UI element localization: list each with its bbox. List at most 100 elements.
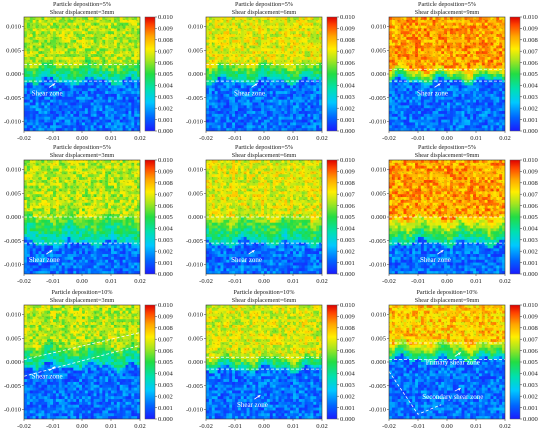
colorbar-tick-label: 0.007 — [340, 48, 356, 55]
colorbar-tick-label: 0.005 — [340, 71, 356, 78]
heatmap-panel-2: Particle deposition=5%Shear displacement… — [186, 1, 356, 142]
x-tick-label: 0.02 — [316, 278, 328, 285]
y-tick-label: 0.005 — [371, 335, 387, 342]
x-tick-label: -0.02 — [17, 423, 31, 430]
y-tick-label: 0.000 — [188, 359, 204, 366]
colorbar-tick-label: 0.009 — [158, 314, 174, 321]
colorbar-tick-label: 0.005 — [523, 71, 539, 78]
colorbar — [509, 16, 521, 132]
panel-title: Particle deposition=10% — [416, 289, 477, 296]
colorbar — [144, 304, 156, 420]
colorbar-tick-label: 0.002 — [340, 248, 355, 255]
colorbar-tick-label: 0.010 — [523, 157, 539, 164]
colorbar-tick-label: 0.006 — [340, 60, 356, 67]
y-tick-label: 0.010 — [6, 312, 22, 319]
colorbar-tick-label: 0.008 — [340, 180, 356, 187]
panel-subtitle: Shear displacement=6mm — [232, 152, 297, 159]
y-tick-label: -0.010 — [4, 407, 22, 414]
colorbar-tick-label: 0.005 — [158, 359, 174, 366]
colorbar-tick-label: 0.007 — [158, 48, 174, 55]
x-tick-label: 0.01 — [105, 135, 117, 142]
heatmap-panel-1: Particle deposition=5%Shear displacement… — [4, 1, 174, 142]
heatmap-panel-8: Particle deposition=10%Shear displacemen… — [186, 289, 356, 430]
y-tick-label: 0.005 — [371, 190, 387, 197]
panel-subtitle: Shear displacement=9mm — [415, 152, 480, 159]
panel-title: Particle deposition=5% — [235, 1, 293, 8]
y-tick-label: 0.010 — [6, 167, 22, 174]
colorbar-tick-label: 0.003 — [340, 237, 356, 244]
x-tick-label: -0.02 — [382, 278, 396, 285]
colorbar-tick-label: 0.006 — [340, 203, 356, 210]
colorbar-tick-label: 0.000 — [340, 128, 356, 135]
y-tick-label: 0.000 — [371, 214, 387, 221]
x-tick-label: 0.01 — [105, 423, 117, 430]
x-tick-label: 0.02 — [134, 278, 146, 285]
heatmap-field — [206, 160, 322, 274]
y-tick-label: -0.005 — [4, 238, 22, 245]
y-tick-label: 0.010 — [6, 24, 22, 31]
y-tick-label: 0.000 — [6, 71, 22, 78]
colorbar-tick-label: 0.009 — [340, 314, 356, 321]
colorbar-tick-label: 0.000 — [158, 128, 174, 135]
y-tick-label: 0.010 — [188, 312, 204, 319]
colorbar-tick-label: 0.004 — [158, 83, 174, 90]
colorbar-tick-label: 0.010 — [523, 302, 539, 309]
colorbar-tick-label: 0.001 — [523, 405, 538, 412]
colorbar-tick-label: 0.004 — [340, 83, 356, 90]
colorbar-tick-label: 0.002 — [158, 248, 173, 255]
y-tick-label: -0.005 — [369, 95, 387, 102]
panel-subtitle: Shear displacement=9mm — [415, 9, 480, 16]
colorbar-tick-label: 0.004 — [340, 226, 356, 233]
colorbar-tick-label: 0.009 — [523, 314, 539, 321]
colorbar-tick-label: 0.010 — [340, 302, 356, 309]
shear-zone-boundary — [389, 371, 442, 415]
x-tick-label: 0.01 — [287, 423, 299, 430]
colorbar-tick-label: 0.005 — [158, 214, 174, 221]
y-tick-label: -0.005 — [369, 383, 387, 390]
colorbar-tick-label: 0.003 — [523, 94, 539, 101]
colorbar-tick-label: 0.000 — [523, 128, 539, 135]
y-tick-label: 0.005 — [371, 47, 387, 54]
panel-title: Particle deposition=5% — [418, 1, 476, 8]
colorbar-tick-label: 0.002 — [158, 105, 173, 112]
x-tick-label: -0.01 — [46, 423, 60, 430]
x-tick-label: 0.01 — [287, 135, 299, 142]
heatmap-field — [389, 17, 505, 131]
colorbar-tick-label: 0.001 — [158, 405, 173, 412]
x-tick-label: 0.00 — [76, 423, 88, 430]
x-tick-label: -0.01 — [228, 135, 242, 142]
y-tick-label: -0.010 — [4, 262, 22, 269]
x-tick-label: 0.02 — [134, 135, 146, 142]
colorbar-tick-label: 0.004 — [523, 371, 539, 378]
y-tick-label: 0.005 — [6, 47, 22, 54]
colorbar-tick-label: 0.000 — [340, 271, 356, 278]
panel-title: Particle deposition=5% — [53, 144, 111, 151]
colorbar-tick-label: 0.010 — [158, 302, 174, 309]
colorbar-tick-label: 0.007 — [523, 48, 539, 55]
annotation-label: Shear zone — [237, 401, 268, 409]
y-tick-label: -0.005 — [4, 383, 22, 390]
colorbar-tick-label: 0.010 — [340, 157, 356, 164]
x-tick-label: -0.01 — [228, 423, 242, 430]
y-tick-label: 0.010 — [188, 167, 204, 174]
colorbar-tick-label: 0.001 — [340, 117, 355, 124]
colorbar — [326, 304, 338, 420]
x-tick-label: 0.02 — [316, 135, 328, 142]
colorbar-tick-label: 0.006 — [158, 203, 174, 210]
colorbar-tick-label: 0.006 — [523, 60, 539, 67]
colorbar-tick-label: 0.009 — [340, 26, 356, 33]
colorbar-tick-label: 0.004 — [523, 83, 539, 90]
colorbar-tick-label: 0.000 — [158, 271, 174, 278]
panel-subtitle: Shear displacement=6mm — [232, 9, 297, 16]
y-tick-label: -0.005 — [186, 238, 204, 245]
x-tick-label: 0.00 — [258, 278, 270, 285]
colorbar-tick-label: 0.010 — [340, 14, 356, 21]
colorbar-tick-label: 0.005 — [340, 214, 356, 221]
colorbar-tick-label: 0.001 — [523, 117, 538, 124]
panel-title: Particle deposition=10% — [233, 289, 294, 296]
heatmap-panel-6: Particle deposition=5%Shear displacement… — [369, 144, 539, 285]
colorbar — [509, 159, 521, 275]
y-tick-label: -0.010 — [369, 407, 387, 414]
x-tick-label: -0.01 — [46, 135, 60, 142]
